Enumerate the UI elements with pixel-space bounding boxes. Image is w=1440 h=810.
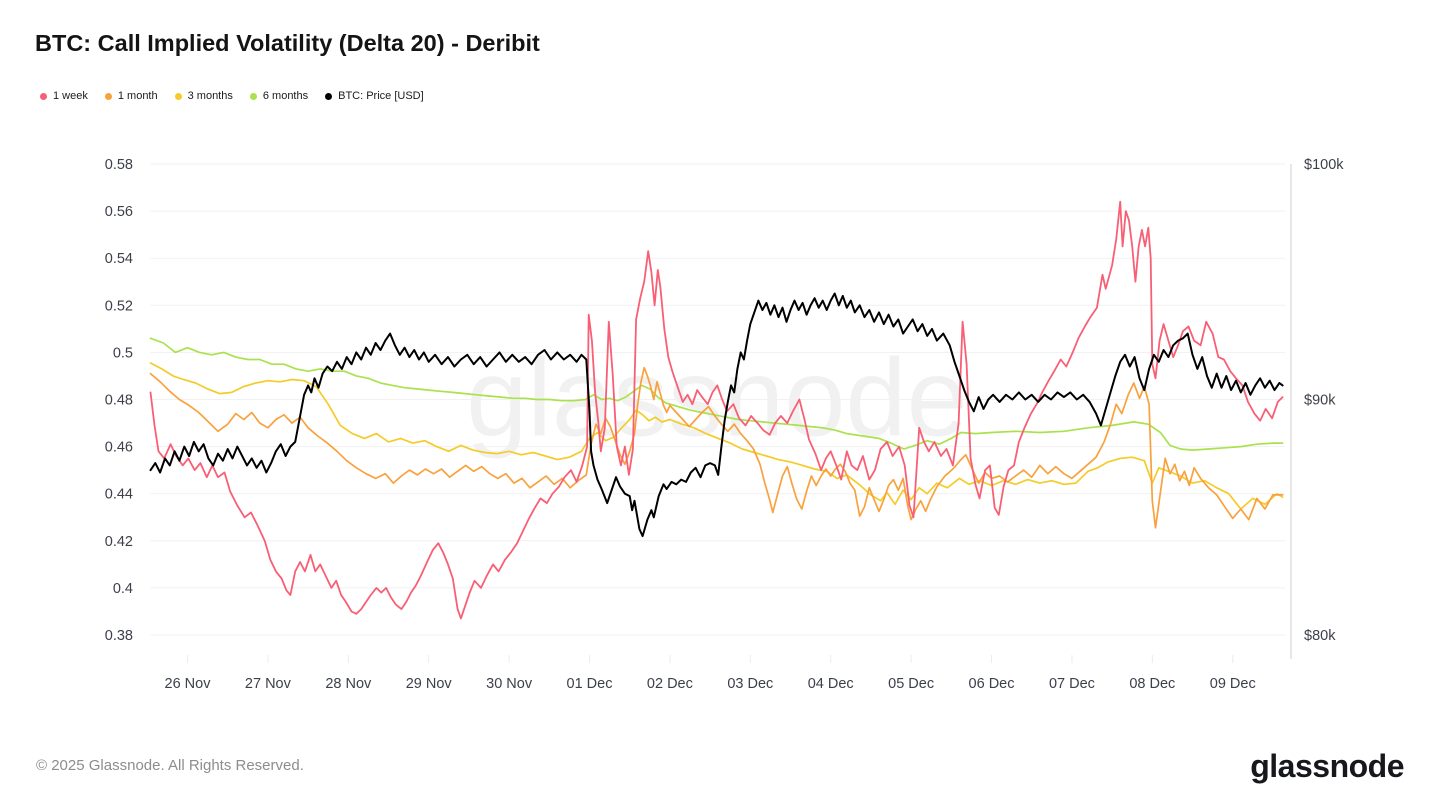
y-left-tick-label: 0.58 <box>105 157 133 173</box>
y-left-tick-label: 0.44 <box>105 487 133 503</box>
legend-item-btc-price-usd[interactable]: BTC: Price [USD] <box>325 90 424 102</box>
y-left-tick-label: 0.54 <box>105 251 133 267</box>
y-left-tick-label: 0.42 <box>105 534 133 550</box>
legend: 1 week 1 month 3 months 6 months BTC: Price … <box>40 90 424 102</box>
x-axis-label: 06 Dec <box>969 676 1015 692</box>
copyright-text: © 2025 Glassnode. All Rights Reserved. <box>36 757 304 774</box>
series-line-1-month <box>149 366 1284 529</box>
legend-item-label: 3 months <box>187 90 233 102</box>
x-axis-label: 03 Dec <box>727 676 773 692</box>
legend-dot-icon <box>40 92 47 100</box>
x-axis-label: 26 Nov <box>165 676 212 692</box>
x-axis-label: 08 Dec <box>1129 676 1175 692</box>
y-left-tick-label: 0.46 <box>105 440 133 456</box>
x-axis-label: 04 Dec <box>808 676 854 692</box>
y-left-tick-label: 0.4 <box>113 581 133 597</box>
x-axis-label: 05 Dec <box>888 676 934 692</box>
x-axis-label: 28 Nov <box>325 676 372 692</box>
legend-item-1-month[interactable]: 1 month <box>104 90 158 102</box>
y-left-tick-label: 0.5 <box>113 345 133 361</box>
x-axis-label: 09 Dec <box>1210 676 1256 692</box>
legend-item-label: 1 week <box>53 90 88 102</box>
glassnode-logo: glassnode <box>1250 748 1404 784</box>
x-axis-label: 02 Dec <box>647 676 693 692</box>
legend-dot-icon <box>325 92 333 100</box>
y-left-tick-label: 0.48 <box>105 393 133 409</box>
x-axis-label: 27 Nov <box>245 676 292 692</box>
y-right-tick-label: $80k <box>1304 628 1336 644</box>
x-axis-label: 30 Nov <box>486 676 533 692</box>
y-right-tick-label: $90k <box>1304 393 1336 409</box>
legend-item-6-months[interactable]: 6 months <box>249 90 309 102</box>
y-left-tick-label: 0.56 <box>105 204 133 220</box>
legend-dot-icon <box>249 92 257 100</box>
series-line-1-week <box>149 200 1284 620</box>
series-line-3-months <box>149 362 1284 510</box>
legend-item-label: BTC: Price [USD] <box>338 90 424 102</box>
chart-title: BTC: Call Implied Volatility (Delta 20) … <box>35 30 540 56</box>
legend-item-3-months[interactable]: 3 months <box>174 90 233 102</box>
legend-dot-icon <box>174 92 182 100</box>
x-axis-label: 01 Dec <box>567 676 613 692</box>
x-axis-label: 29 Nov <box>406 676 453 692</box>
y-left-tick-label: 0.52 <box>105 298 133 314</box>
legend-dot-icon <box>104 92 112 100</box>
legend-item-label: 6 months <box>262 90 309 102</box>
series-line-btc-price-usd <box>149 292 1284 538</box>
x-axis-label: 07 Dec <box>1049 676 1095 692</box>
legend-item-label: 1 month <box>117 90 158 102</box>
series-line-6-months <box>149 337 1284 451</box>
y-left-tick-label: 0.38 <box>105 628 133 644</box>
y-right-tick-label: $100k <box>1304 157 1344 173</box>
legend-item-1-week[interactable]: 1 week <box>40 90 88 102</box>
